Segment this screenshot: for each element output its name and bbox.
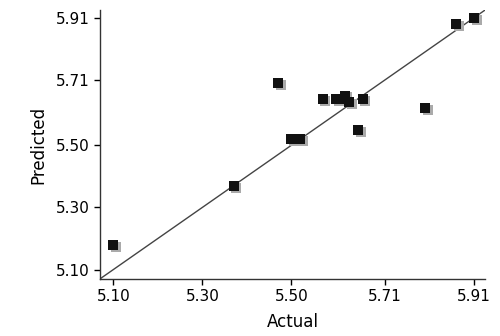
Y-axis label: Predicted: Predicted xyxy=(30,106,48,183)
Point xyxy=(362,98,370,103)
Point xyxy=(274,80,282,86)
Point xyxy=(345,99,353,104)
Point xyxy=(348,101,356,106)
Point xyxy=(421,105,429,111)
Point xyxy=(357,129,365,134)
Point xyxy=(472,17,480,23)
Point xyxy=(296,136,304,142)
Point xyxy=(358,96,366,101)
Point xyxy=(299,138,307,143)
X-axis label: Actual: Actual xyxy=(266,312,318,331)
Point xyxy=(288,136,296,142)
Point xyxy=(339,98,347,103)
Point xyxy=(110,242,118,247)
Point xyxy=(318,96,326,101)
Point xyxy=(321,98,329,103)
Point xyxy=(334,98,342,103)
Point xyxy=(341,93,349,98)
Point xyxy=(232,185,240,190)
Point xyxy=(332,96,340,101)
Point xyxy=(452,22,460,27)
Point xyxy=(470,15,478,20)
Point xyxy=(424,107,432,113)
Point xyxy=(230,183,237,188)
Point xyxy=(290,138,298,143)
Point xyxy=(354,127,362,132)
Point xyxy=(112,244,120,249)
Point xyxy=(344,95,351,100)
Point xyxy=(336,96,344,101)
Point xyxy=(276,82,284,88)
Point xyxy=(454,23,462,29)
